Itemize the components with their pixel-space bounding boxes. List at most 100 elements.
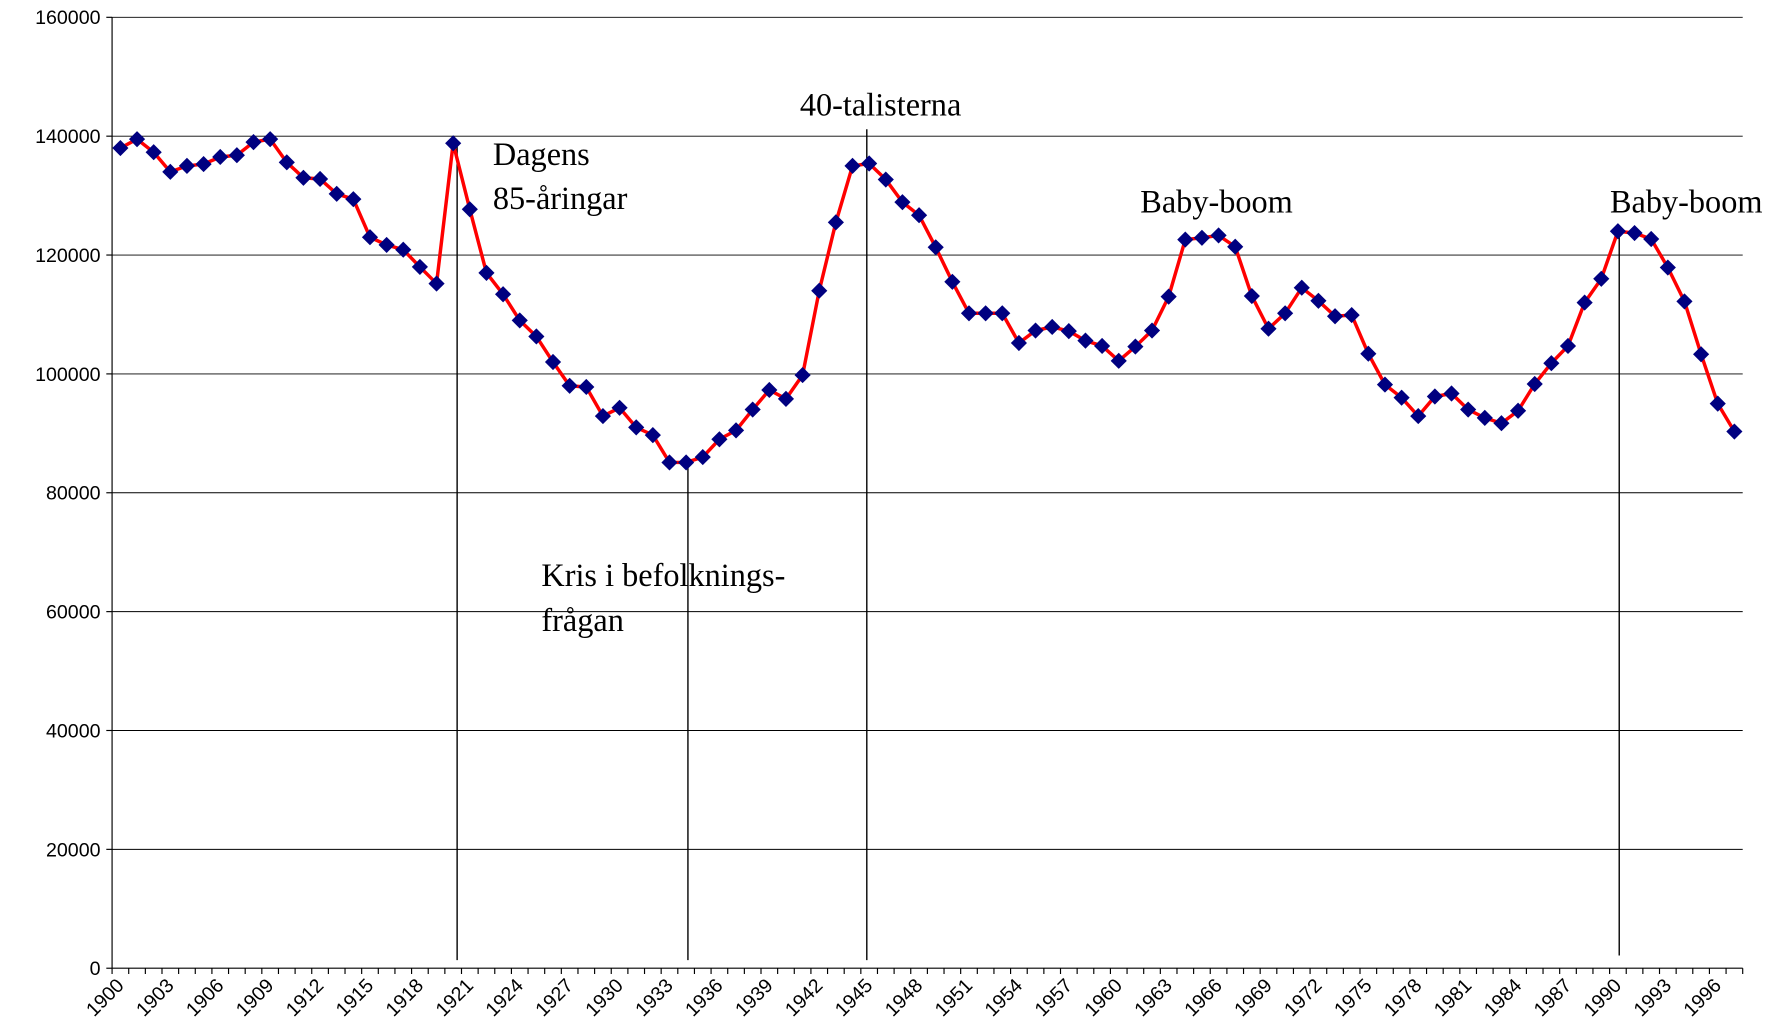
annotation: 40-talisterna [800,86,961,122]
marker [1260,320,1277,337]
annotation: Dagens [493,136,590,172]
marker [1659,259,1676,276]
annotation: frågan [541,602,623,638]
x-tick-label: 1978 [1380,975,1426,1021]
marker [1443,385,1460,402]
marker [411,258,428,276]
marker [578,378,595,396]
marker [1676,293,1693,310]
marker [977,305,994,322]
marker [112,139,129,157]
marker [1476,409,1493,426]
x-tick-label: 1912 [282,975,328,1021]
marker [1177,231,1194,248]
marker [994,305,1011,322]
marker [178,157,196,174]
x-tick-label: 1981 [1430,975,1476,1021]
marker [611,399,628,416]
x-tick-label: 1990 [1580,975,1626,1021]
marker [428,275,445,292]
marker [1726,423,1743,440]
marker [1060,323,1077,340]
marker [794,367,811,384]
marker [162,163,179,180]
marker [1559,337,1577,355]
marker [295,169,312,186]
marker [1576,294,1593,311]
x-tick-label: 1930 [581,975,627,1021]
marker [811,282,828,299]
y-tick-label: 80000 [46,483,101,505]
x-tick-label: 1966 [1180,975,1226,1021]
marker [1210,227,1227,244]
marker [1693,346,1710,363]
y-tick-label: 0 [90,958,101,980]
marker [960,305,978,322]
marker [894,194,911,211]
marker [1027,322,1044,339]
marker [1393,389,1410,406]
x-tick-label: 1909 [232,975,278,1021]
marker [1094,337,1111,355]
marker [1643,230,1660,248]
marker [1044,318,1061,336]
marker [711,431,728,448]
y-tick-label: 120000 [35,245,101,267]
x-tick-label: 1969 [1230,975,1276,1021]
marker [1626,224,1643,242]
marker [361,229,379,246]
x-tick-label: 1939 [731,975,777,1021]
x-tick-label: 1906 [182,975,228,1021]
marker [1143,322,1161,339]
annotation-lines [456,129,1620,961]
marker [744,401,761,418]
series-line [119,137,1736,465]
x-tick-label: 1933 [631,975,677,1021]
x-tick-label: 1942 [781,975,827,1021]
marker [1110,352,1127,369]
marker [1127,338,1144,355]
marker [495,286,512,303]
marker [345,191,362,208]
x-tick-label: 1957 [1031,975,1077,1021]
x-tick-label: 1900 [82,975,128,1021]
annotation: Kris i befolknings- [541,557,785,593]
x-tick-label: 1918 [382,975,428,1021]
marker [1543,355,1560,372]
annotation: 85-åringar [493,180,628,216]
marker [1160,288,1177,305]
marker [1293,279,1310,296]
marker [1077,332,1094,349]
marker [927,239,944,256]
x-tick-label: 1921 [432,975,478,1021]
marker [378,236,395,254]
x-tick-label: 1951 [931,975,977,1021]
x-tick-label: 1945 [831,975,877,1021]
marker [678,454,695,471]
x-tick-label: 1996 [1679,975,1725,1021]
marker [877,171,894,188]
marker [478,264,495,281]
marker [328,185,345,202]
x-tick-label: 1954 [981,975,1027,1021]
y-tick-label: 40000 [46,720,101,742]
y-tick-label: 100000 [35,364,101,386]
x-tick-label: 1948 [881,975,927,1021]
marker [1227,238,1244,255]
x-tick-label: 1987 [1530,975,1576,1021]
marker [1243,287,1260,305]
marker [727,422,745,439]
x-tick-label: 1993 [1630,975,1676,1021]
marker [628,419,645,436]
marker [1426,388,1443,405]
marker [128,131,146,148]
marker [1360,345,1377,362]
marker [644,427,661,444]
marker [544,353,562,371]
marker [594,408,612,425]
marker [1609,223,1626,240]
marker [528,328,545,345]
marker [1493,415,1510,432]
